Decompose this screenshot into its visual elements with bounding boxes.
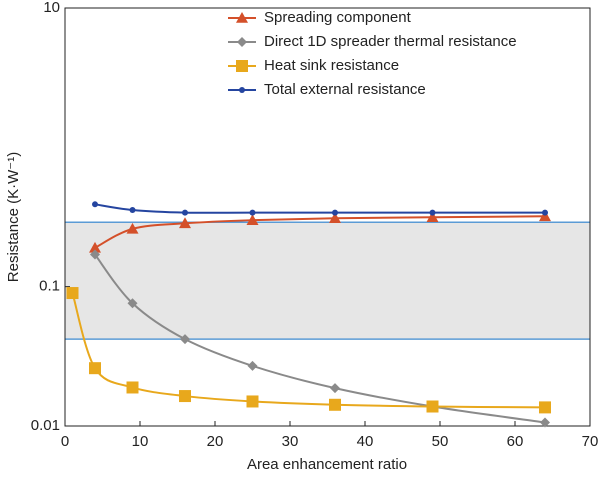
y-axis-label: Resistance (K·W⁻¹): [5, 152, 22, 282]
marker: [247, 360, 258, 371]
x-tick-label: 20: [207, 433, 224, 450]
legend-marker: [237, 37, 247, 47]
marker: [180, 334, 190, 345]
marker: [182, 209, 188, 216]
marker: [126, 381, 139, 394]
x-tick-label: 70: [582, 433, 599, 450]
legend-label: Spreading component: [264, 9, 412, 26]
plot-frame: [64, 7, 591, 427]
legend-marker: [236, 12, 248, 23]
marker: [426, 211, 439, 223]
x-tick-label: 0: [61, 433, 69, 450]
marker: [539, 401, 551, 414]
marker: [249, 209, 256, 216]
marker: [542, 209, 548, 216]
shaded-band: [65, 222, 590, 340]
x-axis-label: Area enhancement ratio: [247, 456, 407, 473]
legend-label: Total external resistance: [264, 81, 426, 98]
marker: [66, 287, 79, 300]
legend-label: Heat sink resistance: [264, 57, 399, 74]
x-tick-label: 50: [432, 433, 449, 450]
marker: [89, 362, 101, 375]
x-tick-label: 30: [282, 433, 299, 450]
marker: [429, 209, 436, 216]
x-tick-label: 60: [507, 433, 524, 450]
marker: [539, 210, 551, 222]
legend-marker: [236, 60, 248, 72]
marker: [90, 249, 100, 260]
x-tick-label: 40: [357, 433, 374, 450]
marker: [426, 400, 439, 413]
y-tick-label: 10: [43, 0, 60, 16]
marker: [179, 217, 191, 229]
marker: [332, 209, 338, 216]
x-tick-label: 10: [132, 433, 149, 450]
marker: [179, 390, 191, 403]
marker: [126, 222, 139, 234]
marker: [246, 214, 259, 225]
marker: [330, 383, 340, 394]
legend-marker: [239, 87, 245, 93]
marker: [246, 395, 259, 408]
series-line: [94, 203, 545, 214]
y-tick-label: 0.01: [31, 417, 60, 434]
marker: [89, 241, 101, 253]
y-tick-label: 0.1: [39, 278, 60, 295]
marker: [540, 417, 550, 428]
marker: [129, 207, 136, 214]
legend-label: Direct 1D spreader thermal resistance: [264, 33, 517, 50]
marker: [92, 201, 98, 208]
marker: [329, 212, 341, 224]
marker: [127, 298, 138, 309]
marker: [329, 398, 341, 411]
